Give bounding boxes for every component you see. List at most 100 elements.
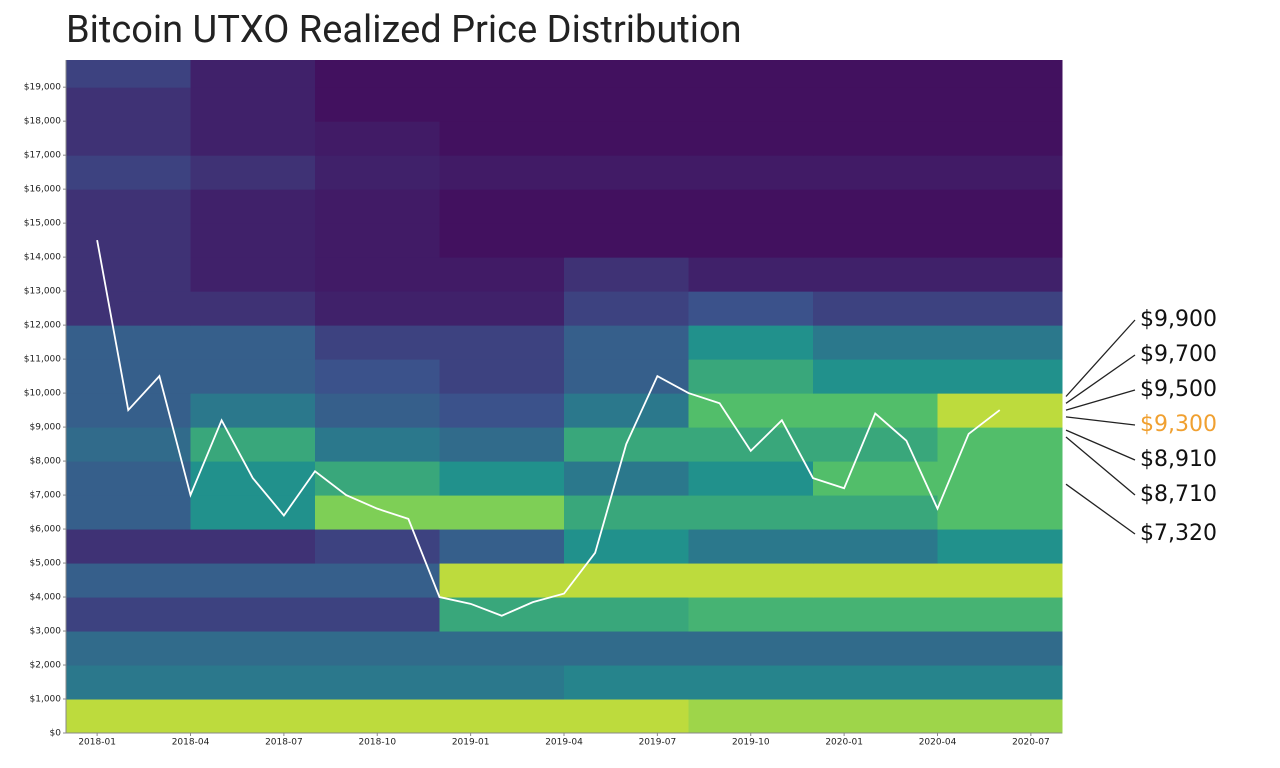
heat-cell <box>315 665 440 700</box>
y-tick-label: $12,000 <box>24 321 61 331</box>
heat-cell <box>190 60 316 88</box>
x-tick-label: 2018-04 <box>172 738 210 748</box>
heat-cell <box>937 359 1063 394</box>
heat-cell <box>937 529 1063 564</box>
heat-cell <box>66 60 191 88</box>
heat-cell <box>564 257 689 292</box>
heat-cell <box>688 121 814 156</box>
annotation-label: $8,710 <box>1140 482 1217 507</box>
heat-cell <box>190 257 316 292</box>
heat-cell <box>190 189 316 224</box>
heat-cell <box>190 495 316 530</box>
annotation-label: $7,320 <box>1140 521 1217 546</box>
heat-cell <box>937 87 1063 122</box>
annotation-pointer <box>1065 319 1136 397</box>
heat-cell <box>564 155 689 190</box>
heat-cell <box>937 699 1063 734</box>
heat-cell <box>190 699 316 734</box>
heat-cell <box>688 325 814 360</box>
y-tick-label: $15,000 <box>24 219 61 229</box>
heat-cell <box>813 257 938 292</box>
heat-cell <box>688 155 814 190</box>
heat-cell <box>66 257 191 292</box>
heat-cell <box>439 461 565 496</box>
heat-cell <box>190 665 316 700</box>
y-tick-label: $6,000 <box>30 525 62 535</box>
y-tick-label: $17,000 <box>24 151 61 161</box>
heat-cell <box>190 393 316 428</box>
y-tick-label: $0 <box>50 729 62 739</box>
heat-cell <box>564 699 689 734</box>
x-tick-label: 2020-07 <box>1012 738 1050 748</box>
annotation-label: $9,700 <box>1140 342 1217 367</box>
heat-cell <box>66 359 191 394</box>
heat-cell <box>66 121 191 156</box>
x-tick-label: 2018-01 <box>78 738 116 748</box>
heat-cell <box>564 223 689 258</box>
heat-cell <box>564 495 689 530</box>
heat-cell <box>937 665 1063 700</box>
heat-cell <box>315 359 440 394</box>
heat-cell <box>439 427 565 462</box>
heat-cell <box>813 665 938 700</box>
heat-cell <box>66 495 191 530</box>
y-tick-label: $10,000 <box>24 389 61 399</box>
heat-cell <box>813 427 938 462</box>
heat-cell <box>688 60 814 88</box>
heat-cell <box>937 189 1063 224</box>
heat-cell <box>66 189 191 224</box>
heat-cell <box>315 393 440 428</box>
heat-cell <box>190 155 316 190</box>
heat-cell <box>688 223 814 258</box>
y-tick-label: $14,000 <box>24 253 61 263</box>
heat-cell <box>813 87 938 122</box>
y-tick-label: $2,000 <box>30 661 62 671</box>
annotation-label: $9,900 <box>1140 307 1217 332</box>
y-tick-label: $5,000 <box>30 559 62 569</box>
heat-cell <box>937 257 1063 292</box>
y-tick-label: $13,000 <box>24 287 61 297</box>
y-tick-label: $9,000 <box>30 423 62 433</box>
heat-cell <box>66 427 191 462</box>
y-tick-label: $1,000 <box>30 695 62 705</box>
heat-cell <box>190 121 316 156</box>
heat-cell <box>66 325 191 360</box>
heat-cell <box>439 665 565 700</box>
x-tick-label: 2020-04 <box>919 738 957 748</box>
heat-cell <box>315 60 440 88</box>
heat-cell <box>688 529 814 564</box>
x-tick-label: 2019-04 <box>545 738 583 748</box>
heat-cell <box>564 87 689 122</box>
heat-cell <box>813 393 938 428</box>
heat-cell <box>937 223 1063 258</box>
heat-cell <box>813 223 938 258</box>
heat-cell <box>439 257 565 292</box>
heat-cell <box>688 563 814 598</box>
heat-cell <box>688 665 814 700</box>
heat-cell <box>937 631 1063 666</box>
chart-title: Bitcoin UTXO Realized Price Distribution <box>66 8 742 52</box>
heat-cell <box>813 699 938 734</box>
heat-cell <box>190 563 316 598</box>
heat-cell <box>439 87 565 122</box>
heat-cell <box>439 359 565 394</box>
annotation-pointer <box>1065 389 1136 411</box>
heat-cell <box>688 699 814 734</box>
heat-cell <box>937 495 1063 530</box>
heat-cell <box>66 87 191 122</box>
heat-cell <box>937 325 1063 360</box>
heat-cell <box>937 121 1063 156</box>
heat-cell <box>813 155 938 190</box>
y-tick-label: $8,000 <box>30 457 62 467</box>
heat-cell <box>190 325 316 360</box>
heat-cell <box>190 597 316 632</box>
heat-cell <box>439 60 565 88</box>
heat-cell <box>813 563 938 598</box>
heat-cell <box>564 325 689 360</box>
heat-cell <box>439 563 565 598</box>
heat-cell <box>315 155 440 190</box>
heat-cell <box>66 529 191 564</box>
annotation-label: $8,910 <box>1140 447 1217 472</box>
heat-cell <box>315 189 440 224</box>
